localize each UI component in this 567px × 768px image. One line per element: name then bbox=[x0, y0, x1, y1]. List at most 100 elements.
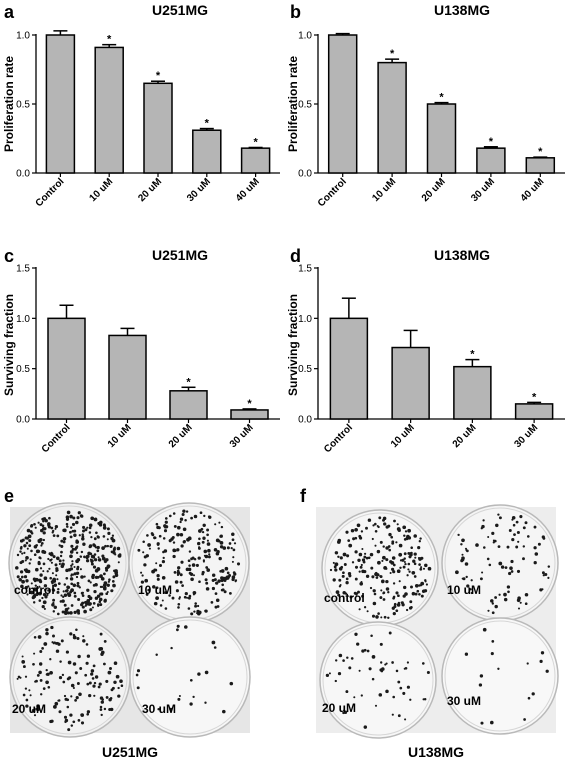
colony-dot bbox=[404, 562, 407, 566]
colony-dot bbox=[460, 559, 464, 563]
colony-dot bbox=[181, 584, 184, 587]
colony-dot bbox=[373, 592, 377, 596]
colony-dot bbox=[370, 566, 374, 570]
colony-dot bbox=[380, 579, 385, 584]
colony-dot bbox=[522, 545, 526, 548]
colony-dot bbox=[354, 536, 358, 540]
colony-dot bbox=[338, 578, 342, 582]
colony-dot bbox=[93, 681, 97, 685]
colony-dot bbox=[77, 654, 81, 659]
colony-dot bbox=[55, 574, 58, 577]
colony-dot bbox=[340, 565, 344, 569]
colony-dot bbox=[389, 571, 392, 575]
colony-dot bbox=[177, 697, 181, 701]
panel-d-label: d bbox=[290, 246, 301, 266]
colony-dot bbox=[211, 586, 215, 591]
colony-dot bbox=[223, 576, 228, 581]
colony-dot bbox=[44, 595, 48, 599]
colony-dot bbox=[47, 557, 50, 561]
colony-dot bbox=[358, 570, 361, 573]
colony-dot bbox=[376, 524, 379, 528]
colony-dot bbox=[77, 611, 81, 615]
colony-dot bbox=[37, 521, 40, 524]
colony-dot bbox=[58, 559, 62, 563]
colony-dot bbox=[42, 531, 46, 535]
colony-dot bbox=[392, 596, 395, 600]
colony-dot bbox=[81, 594, 85, 597]
colony-dot bbox=[507, 590, 510, 594]
colony-dot bbox=[71, 563, 74, 566]
colony-dot bbox=[343, 563, 347, 566]
x-tick-label: 20 uM bbox=[167, 422, 195, 450]
colony-dot bbox=[156, 574, 160, 578]
colony-dot bbox=[404, 592, 408, 596]
colony-dot bbox=[460, 543, 463, 546]
colony-dot bbox=[89, 608, 93, 612]
colony-dot bbox=[176, 628, 179, 632]
colony-dot bbox=[229, 681, 234, 686]
colony-dot bbox=[215, 538, 220, 543]
colony-dot bbox=[479, 577, 483, 581]
colony-dot bbox=[72, 686, 75, 690]
colony-dot bbox=[339, 583, 342, 587]
y-tick-label: 1.0 bbox=[16, 31, 30, 42]
colony-dot bbox=[63, 694, 67, 698]
colony-dot bbox=[515, 545, 519, 549]
colony-dot bbox=[177, 606, 180, 609]
colony-dot bbox=[84, 528, 88, 532]
colony-dot bbox=[374, 522, 377, 526]
colony-dot bbox=[88, 523, 93, 528]
colony-dot bbox=[361, 649, 365, 653]
colony-dot bbox=[112, 575, 116, 579]
colony-dot bbox=[179, 520, 182, 524]
colony-dot bbox=[328, 672, 331, 675]
colony-dot bbox=[387, 616, 390, 620]
colony-dot bbox=[90, 672, 94, 676]
colony-dot bbox=[25, 569, 29, 574]
colony-dot bbox=[234, 579, 238, 582]
colony-dot bbox=[375, 576, 379, 579]
significance-star: * bbox=[538, 146, 543, 158]
colony-dot bbox=[30, 523, 34, 527]
colony-dot bbox=[179, 517, 184, 521]
y-tick-label: 0.5 bbox=[16, 100, 30, 111]
bar bbox=[391, 346, 430, 420]
colony-dot bbox=[392, 695, 396, 699]
colony-dot bbox=[51, 579, 56, 583]
colony-dot bbox=[385, 579, 389, 584]
colony-dot bbox=[418, 540, 421, 543]
colony-dot bbox=[193, 610, 196, 613]
colony-dot bbox=[20, 584, 24, 589]
colony-dot bbox=[407, 562, 411, 566]
colony-dot bbox=[86, 602, 89, 605]
colony-dot bbox=[39, 573, 43, 577]
x-tick-label: 30 uM bbox=[512, 422, 540, 450]
colony-dot bbox=[413, 552, 417, 556]
colony-dot bbox=[39, 678, 43, 682]
colony-dot bbox=[102, 535, 106, 538]
colony-dot bbox=[511, 518, 514, 521]
colony-dot bbox=[363, 606, 367, 609]
colony-dot bbox=[70, 574, 73, 577]
x-tick-label: Control bbox=[34, 176, 67, 209]
colony-dot bbox=[42, 606, 45, 609]
colony-dot bbox=[88, 681, 92, 685]
colony-dot bbox=[33, 652, 36, 655]
colony-dot bbox=[99, 574, 103, 578]
panel-c-title: U251MG bbox=[152, 247, 208, 263]
colony-dot bbox=[354, 550, 358, 554]
colony-dot bbox=[410, 585, 413, 589]
colony-dot bbox=[93, 694, 96, 697]
colony-dot bbox=[26, 547, 29, 550]
colony-dot bbox=[102, 523, 106, 527]
colony-dot bbox=[89, 552, 93, 556]
colony-dot bbox=[190, 612, 194, 616]
colony-dot bbox=[218, 521, 221, 524]
colony-dot bbox=[21, 660, 26, 664]
panel-e-dish-label-30um: 30 uM bbox=[142, 702, 176, 716]
colony-dot bbox=[73, 533, 77, 537]
bar bbox=[143, 82, 173, 174]
colony-dot bbox=[526, 662, 529, 665]
colony-dot bbox=[419, 537, 422, 540]
colony-dot bbox=[455, 570, 459, 575]
